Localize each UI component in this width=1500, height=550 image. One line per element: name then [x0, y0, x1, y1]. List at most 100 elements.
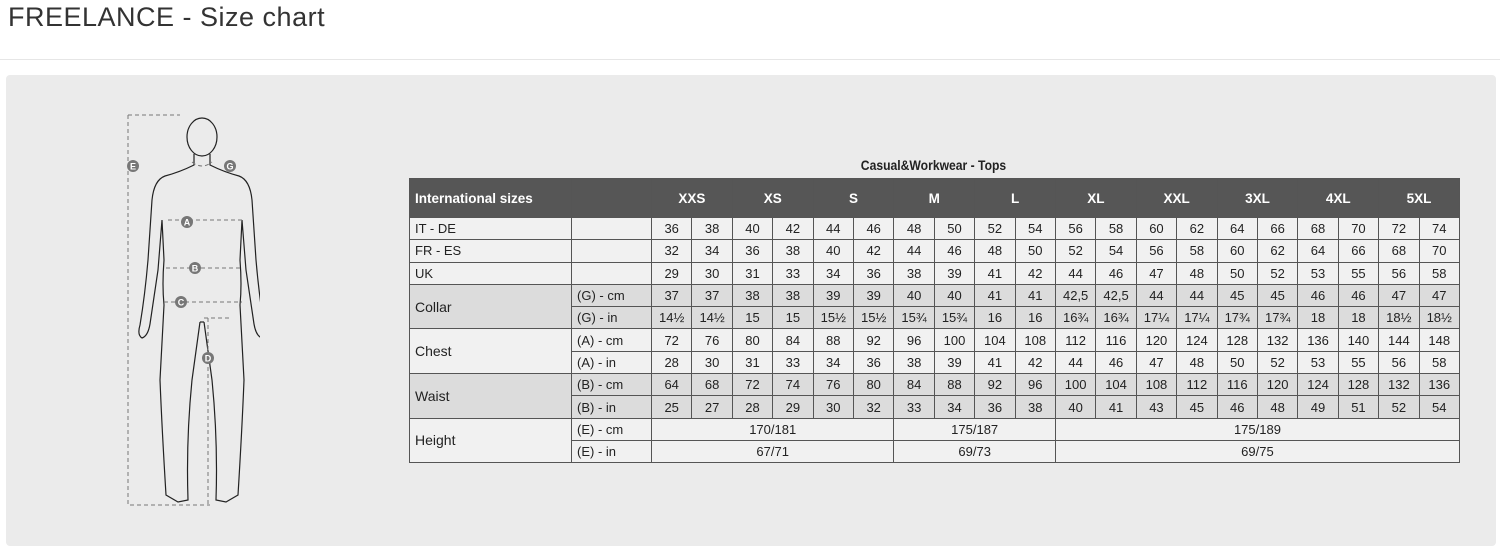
- size-value: 46: [852, 216, 895, 241]
- size-value: 100: [933, 328, 976, 352]
- size-value: 53: [1297, 261, 1339, 285]
- size-value: 34: [812, 350, 854, 375]
- size-value: 74: [772, 373, 814, 397]
- size-value: 15¾: [933, 306, 976, 330]
- size-value: 76: [691, 328, 733, 352]
- size-value: 40: [893, 283, 935, 308]
- size-value: 49: [1297, 395, 1339, 419]
- size-value: 46: [1297, 283, 1339, 308]
- size-value: 39: [933, 350, 976, 375]
- size-value: 68: [1378, 239, 1420, 263]
- size-value: 47: [1418, 283, 1460, 308]
- size-value: 52: [974, 216, 1016, 241]
- size-value: 92: [974, 373, 1016, 397]
- size-value: 104: [1095, 373, 1137, 397]
- size-value: 42: [1014, 261, 1056, 285]
- size-value: 50: [1014, 239, 1056, 263]
- table-row: (B) - in 25 27 28 29 30 32 33 34 36 38 40 41 43 45 46 48…: [410, 395, 1460, 419]
- table-row: Waist (B) - cm 64 68 72 74 76 80 84 88 92 96 100 104 1…: [409, 373, 1460, 419]
- badge-e: [127, 160, 139, 172]
- size-value: 132: [1378, 373, 1420, 397]
- svg-text:G: G: [226, 162, 233, 172]
- size-value: 30: [691, 350, 733, 375]
- size-value: 40: [933, 283, 976, 308]
- table-row: (E) - in 67/71 69/73 69/75: [410, 439, 1460, 464]
- size-value: 74: [1418, 216, 1460, 241]
- size-value: 14½: [691, 306, 733, 330]
- size-value: 38: [893, 261, 935, 285]
- size-value: 38: [772, 283, 814, 308]
- body-measurement-figure: E G A B C D: [127, 114, 260, 506]
- svg-text:A: A: [184, 218, 191, 228]
- size-value: 15: [731, 306, 774, 330]
- header-international-sizes: International sizes: [409, 178, 572, 218]
- size-value: 34: [691, 239, 733, 263]
- size-value: 48: [893, 216, 935, 241]
- size-value: 17¼: [1176, 306, 1218, 330]
- size-value: 58: [1095, 216, 1137, 241]
- size-value: 128: [1216, 328, 1258, 352]
- size-value: 84: [893, 373, 935, 397]
- size-value: 14½: [650, 306, 693, 330]
- size-value: 120: [1135, 328, 1178, 352]
- size-value: 66: [1337, 239, 1380, 263]
- table-caption: Casual&Workwear - Tops: [860, 158, 1007, 173]
- size-value: 39: [852, 283, 895, 308]
- size-value: 116: [1095, 328, 1137, 352]
- size-value: 33: [893, 395, 935, 419]
- size-value: 38: [893, 350, 935, 375]
- size-value: 136: [1297, 328, 1339, 352]
- size-value: 128: [1337, 373, 1380, 397]
- size-value: 41: [974, 261, 1016, 285]
- size-value: 46: [1095, 350, 1137, 375]
- table-row: Collar (G) - cm 37 37 38 38 39 39 40 40 41 41 42,5 42…: [409, 283, 1460, 330]
- size-value: 15½: [852, 306, 895, 330]
- size-value: 54: [1014, 216, 1056, 241]
- size-value: 37: [650, 283, 693, 308]
- divider: [0, 59, 1500, 60]
- row-label: UK: [409, 261, 572, 285]
- size-value: 48: [1256, 395, 1299, 419]
- size-value: 64: [1216, 216, 1258, 241]
- size-value: 120: [1256, 373, 1299, 397]
- size-value: 56: [1378, 261, 1420, 285]
- table-row: FR - ES 32 34 36 38 40 42 44 46 48 50 52 54 56 58 60 62 6…: [409, 239, 1460, 263]
- size-value: 28: [650, 350, 693, 375]
- size-value: 33: [772, 261, 814, 285]
- size-value: 72: [1378, 216, 1420, 241]
- size-value: 45: [1256, 283, 1299, 308]
- size-value: 80: [731, 328, 774, 352]
- size-value: 104: [974, 328, 1016, 352]
- size-value: 40: [731, 216, 774, 241]
- badge-b: [189, 262, 201, 274]
- size-value: 18½: [1378, 306, 1420, 330]
- height-value: 175/187: [893, 417, 1056, 441]
- size-value: 42,5: [1095, 283, 1137, 308]
- size-value: 124: [1297, 373, 1339, 397]
- size-value: 64: [650, 373, 693, 397]
- size-value: 41: [974, 350, 1016, 375]
- size-value: 108: [1014, 328, 1056, 352]
- size-value: 52: [1054, 239, 1097, 263]
- size-value: 140: [1337, 328, 1380, 352]
- size-value: 144: [1378, 328, 1420, 352]
- height-value: 69/75: [1054, 439, 1460, 464]
- row-sub-label: (E) - in: [571, 439, 652, 464]
- size-value: 70: [1337, 216, 1380, 241]
- size-value: 51: [1337, 395, 1380, 419]
- size-value: 42: [852, 239, 895, 263]
- table-row: UK 29 30 31 33 34 36 38 39 41 42 44 46 47 48 50 52 53 55 56…: [409, 261, 1460, 285]
- size-value: 50: [1216, 261, 1258, 285]
- page-title: FREELANCE - Size chart: [8, 2, 326, 32]
- size-value: 50: [933, 216, 976, 241]
- size-value: 48: [974, 239, 1016, 263]
- size-value: 54: [1418, 395, 1460, 419]
- body-outline: [138, 117, 260, 503]
- size-value: 112: [1176, 373, 1218, 397]
- row-label: FR - ES: [409, 239, 572, 263]
- size-value: 47: [1135, 350, 1178, 375]
- height-value: 69/73: [893, 439, 1056, 464]
- row-sub-label: [571, 239, 652, 263]
- size-value: 48: [1176, 261, 1218, 285]
- size-value: 42,5: [1054, 283, 1097, 308]
